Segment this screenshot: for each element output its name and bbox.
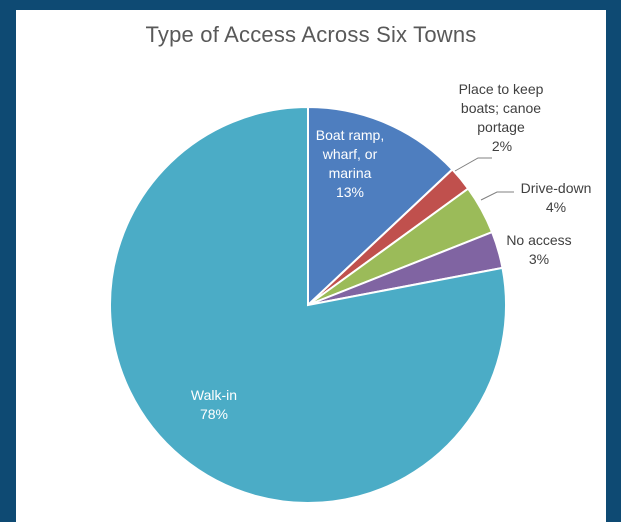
slice-value-label: 3% (529, 251, 549, 267)
pie-slice-walk-in (109, 105, 507, 504)
slice-label: boats; canoe (461, 100, 541, 116)
slice-label: Walk-in (191, 387, 237, 403)
slice-label-group: Walk-in 78% (191, 387, 237, 422)
slice-label: marina (329, 165, 372, 181)
slice-label: Boat ramp, (316, 127, 384, 143)
slice-label: Place to keep (459, 81, 544, 97)
slice-value-label: 2% (492, 138, 512, 154)
slice-label-group: No access 3% (506, 232, 571, 267)
slice-value-label: 78% (200, 406, 228, 422)
slice-label-group: Drive-down 4% (480, 180, 592, 215)
slice-label-group: Place to keep boats; canoe portage 2% (454, 81, 544, 172)
chart-title: Type of Access Across Six Towns (145, 22, 477, 47)
leader-line (454, 157, 492, 172)
slice-label: No access (506, 232, 571, 248)
slice-value-label: 13% (336, 184, 364, 200)
leader-line (480, 191, 514, 201)
slice-label-group: Boat ramp, wharf, or marina 13% (316, 127, 384, 200)
pie-slice-boat-ramp-wharf-or-marina (307, 105, 454, 308)
slice-label: portage (477, 119, 525, 135)
slice-label: Drive-down (521, 180, 592, 196)
slice-value-label: 4% (546, 199, 566, 215)
slice-label: wharf, or (322, 146, 378, 162)
